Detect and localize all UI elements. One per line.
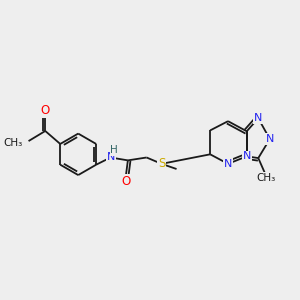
Text: O: O xyxy=(40,104,50,117)
Text: O: O xyxy=(121,175,130,188)
Text: H: H xyxy=(110,145,118,155)
Text: CH₃: CH₃ xyxy=(256,173,276,183)
Text: N: N xyxy=(243,151,251,161)
Text: N: N xyxy=(224,159,232,169)
Text: N: N xyxy=(266,134,274,144)
Text: S: S xyxy=(158,157,165,170)
Text: N: N xyxy=(254,113,262,123)
Text: CH₃: CH₃ xyxy=(3,137,22,148)
Text: N: N xyxy=(107,152,115,162)
Text: S: S xyxy=(158,157,165,170)
